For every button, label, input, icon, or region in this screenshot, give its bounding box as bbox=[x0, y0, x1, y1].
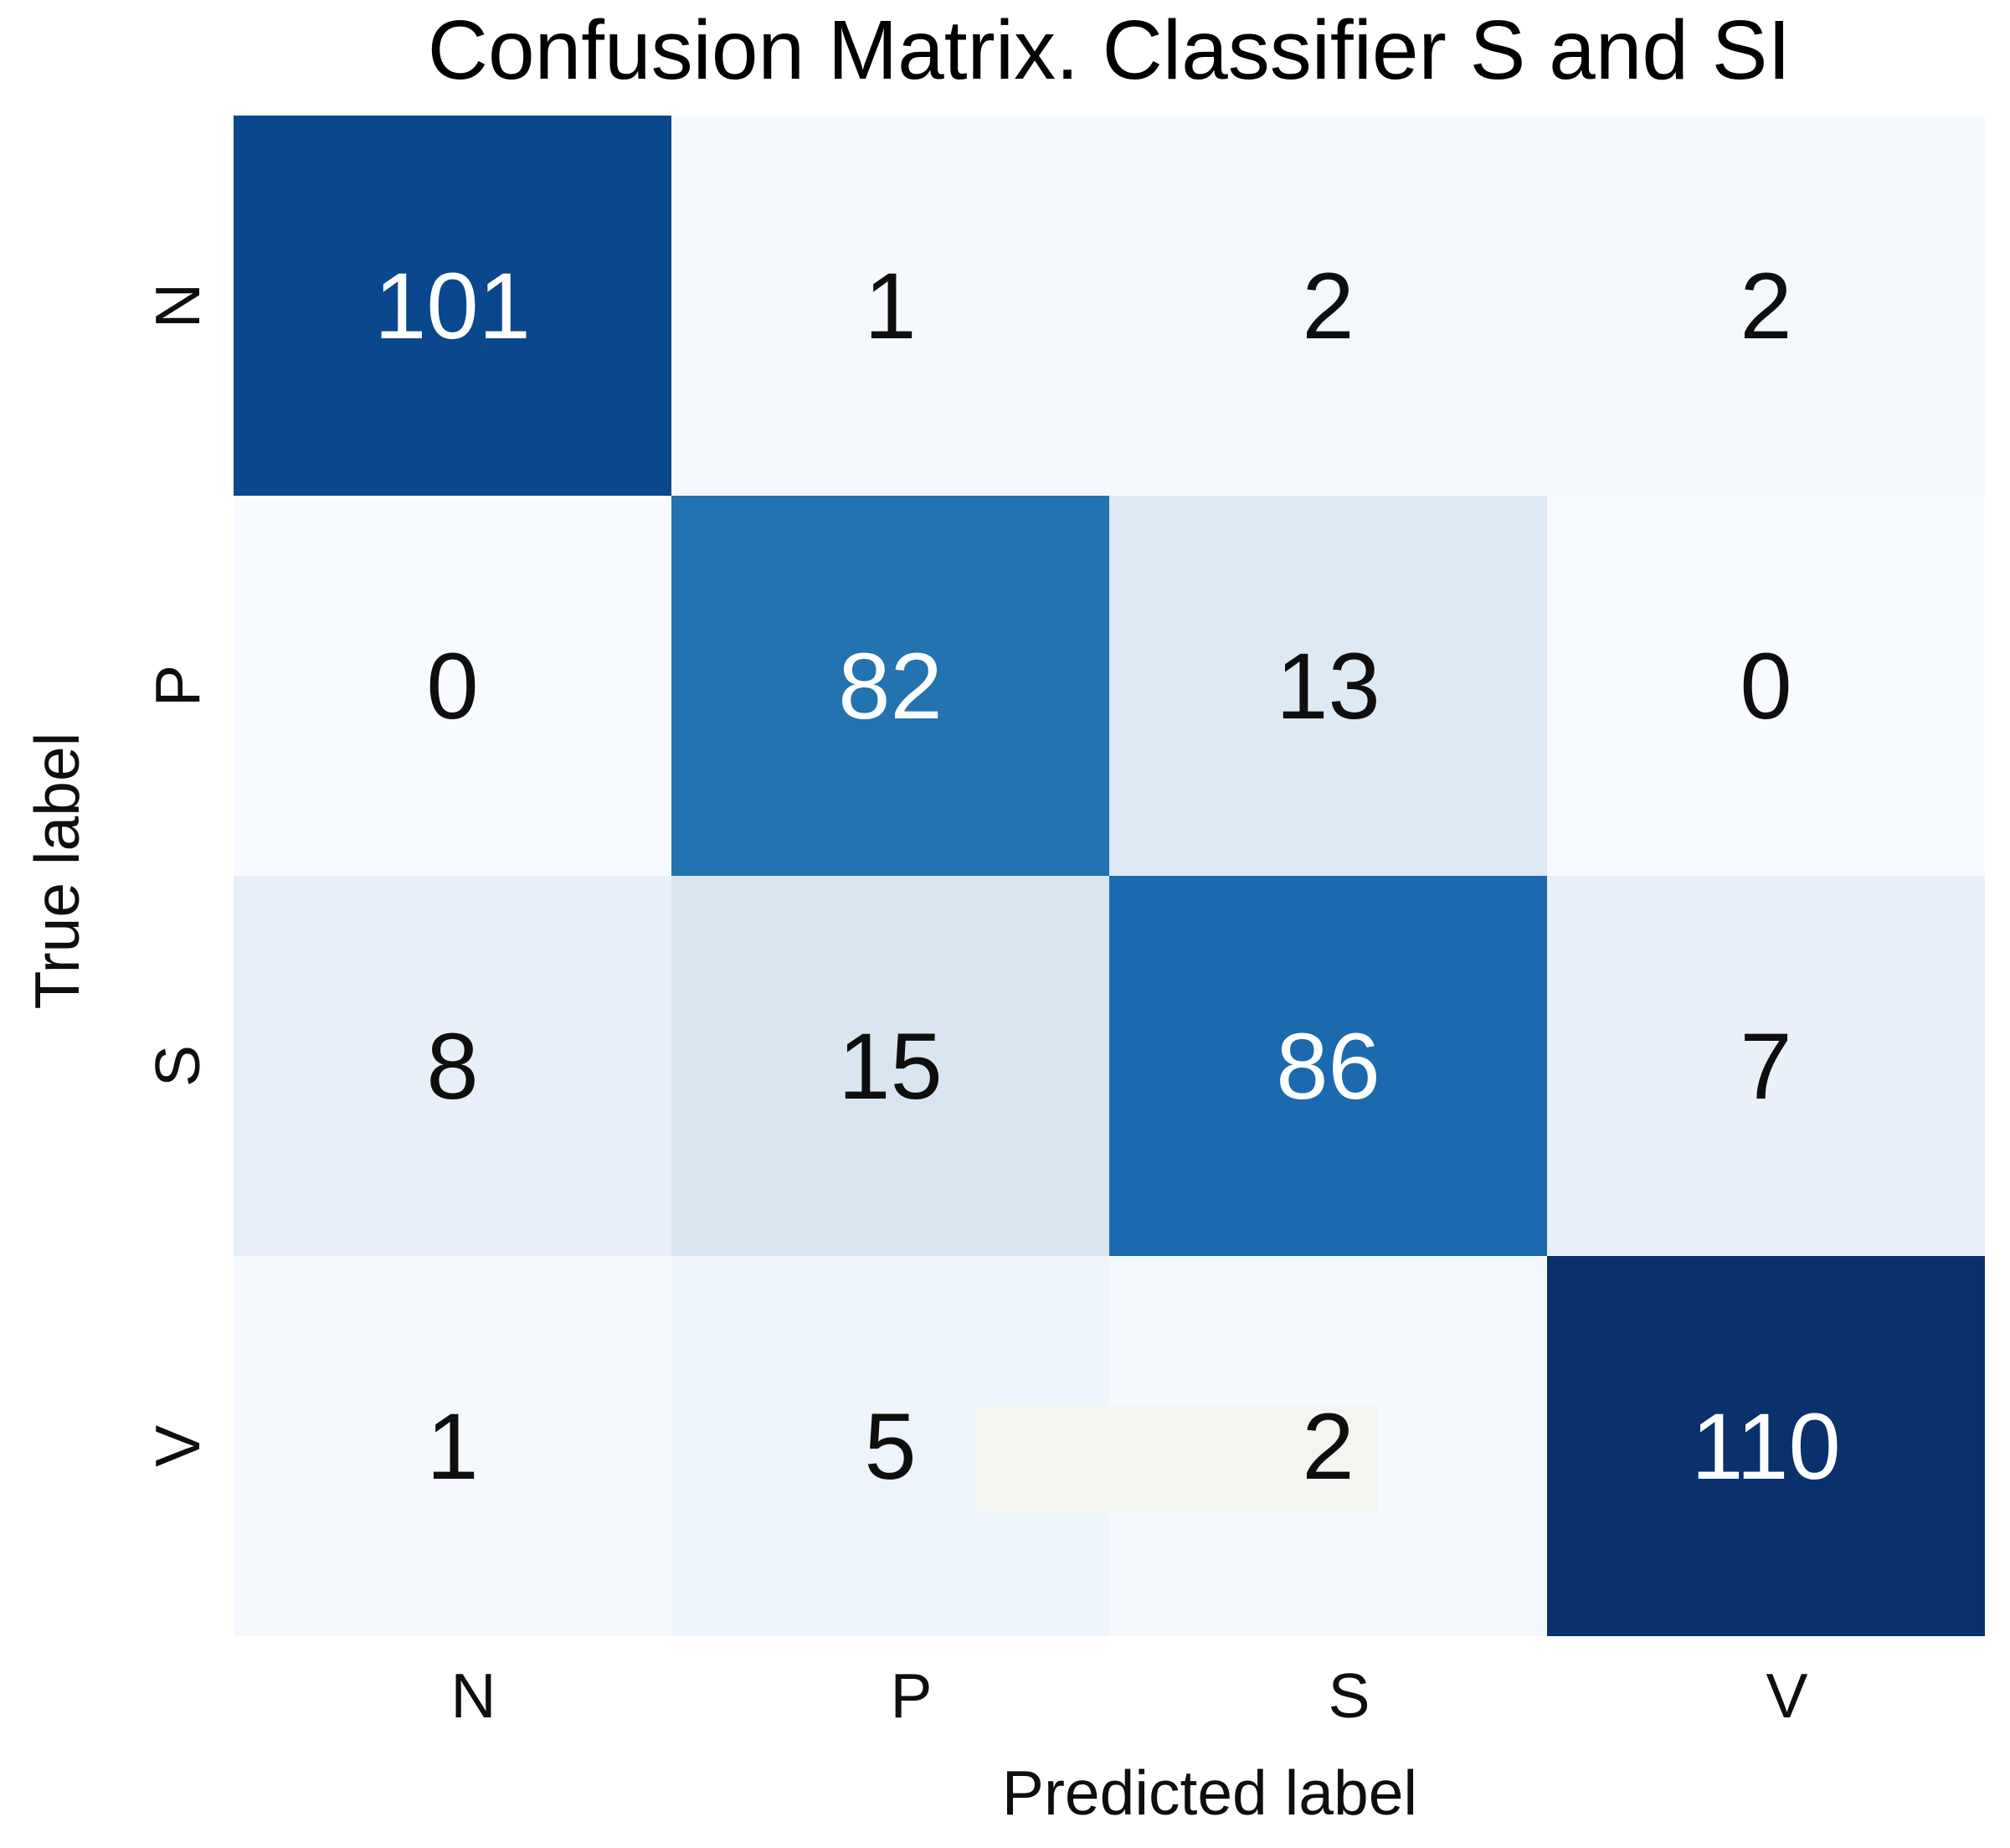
y-axis-label: True label bbox=[22, 732, 92, 1010]
matrix-cell: 13 bbox=[1109, 496, 1547, 876]
y-tick-label: N bbox=[142, 282, 213, 329]
matrix-cell: 2 bbox=[1547, 116, 1985, 496]
cell-value: 82 bbox=[838, 633, 943, 739]
cell-value: 110 bbox=[1691, 1393, 1841, 1499]
cell-value: 0 bbox=[1740, 633, 1792, 739]
matrix-cell: 15 bbox=[671, 876, 1109, 1256]
cell-value: 1 bbox=[426, 1393, 479, 1499]
matrix-cell: 101 bbox=[234, 116, 671, 496]
x-tick-label: P bbox=[890, 1660, 933, 1731]
matrix-cell: 0 bbox=[1547, 496, 1985, 876]
x-axis-label: Predicted label bbox=[1001, 1758, 1418, 1828]
matrix-cell: 8 bbox=[234, 876, 671, 1256]
chart-title: Confusion Matrix. Classifier S and SI bbox=[427, 3, 1792, 97]
cell-value: 5 bbox=[864, 1393, 917, 1499]
cell-value: 15 bbox=[838, 1013, 943, 1119]
matrix-cell: 0 bbox=[234, 496, 671, 876]
matrix-cell: 82 bbox=[671, 496, 1109, 876]
matrix-cell: 2 bbox=[1109, 116, 1547, 496]
matrix-cell: 7 bbox=[1547, 876, 1985, 1256]
cell-value: 2 bbox=[1740, 253, 1792, 358]
cell-value: 2 bbox=[1302, 253, 1355, 358]
matrix-cell: 86 bbox=[1109, 876, 1547, 1256]
cell-value: 1 bbox=[864, 253, 917, 358]
x-tick-label: V bbox=[1766, 1660, 1808, 1731]
cell-value: 0 bbox=[426, 633, 479, 739]
matrix-cell: 1 bbox=[671, 116, 1109, 496]
x-tick-label: N bbox=[450, 1660, 496, 1731]
cell-value: 13 bbox=[1276, 633, 1380, 739]
y-tick-label: S bbox=[142, 1044, 213, 1088]
cell-value: 101 bbox=[374, 253, 531, 358]
cell-value: 2 bbox=[1302, 1393, 1355, 1499]
cell-value: 7 bbox=[1740, 1013, 1792, 1119]
cell-value: 8 bbox=[426, 1013, 479, 1119]
cell-value: 86 bbox=[1276, 1013, 1380, 1119]
matrix-cell: 110 bbox=[1547, 1256, 1985, 1636]
edit-artifact-patch bbox=[977, 1406, 1378, 1513]
matrix-cell: 1 bbox=[234, 1256, 671, 1636]
y-tick-label: P bbox=[142, 664, 213, 708]
y-tick-label: V bbox=[142, 1424, 213, 1468]
x-tick-label: S bbox=[1328, 1660, 1370, 1731]
confusion-matrix-grid: 101 1 2 2 0 82 13 0 8 15 86 7 1 5 2 110 bbox=[234, 116, 1985, 1636]
